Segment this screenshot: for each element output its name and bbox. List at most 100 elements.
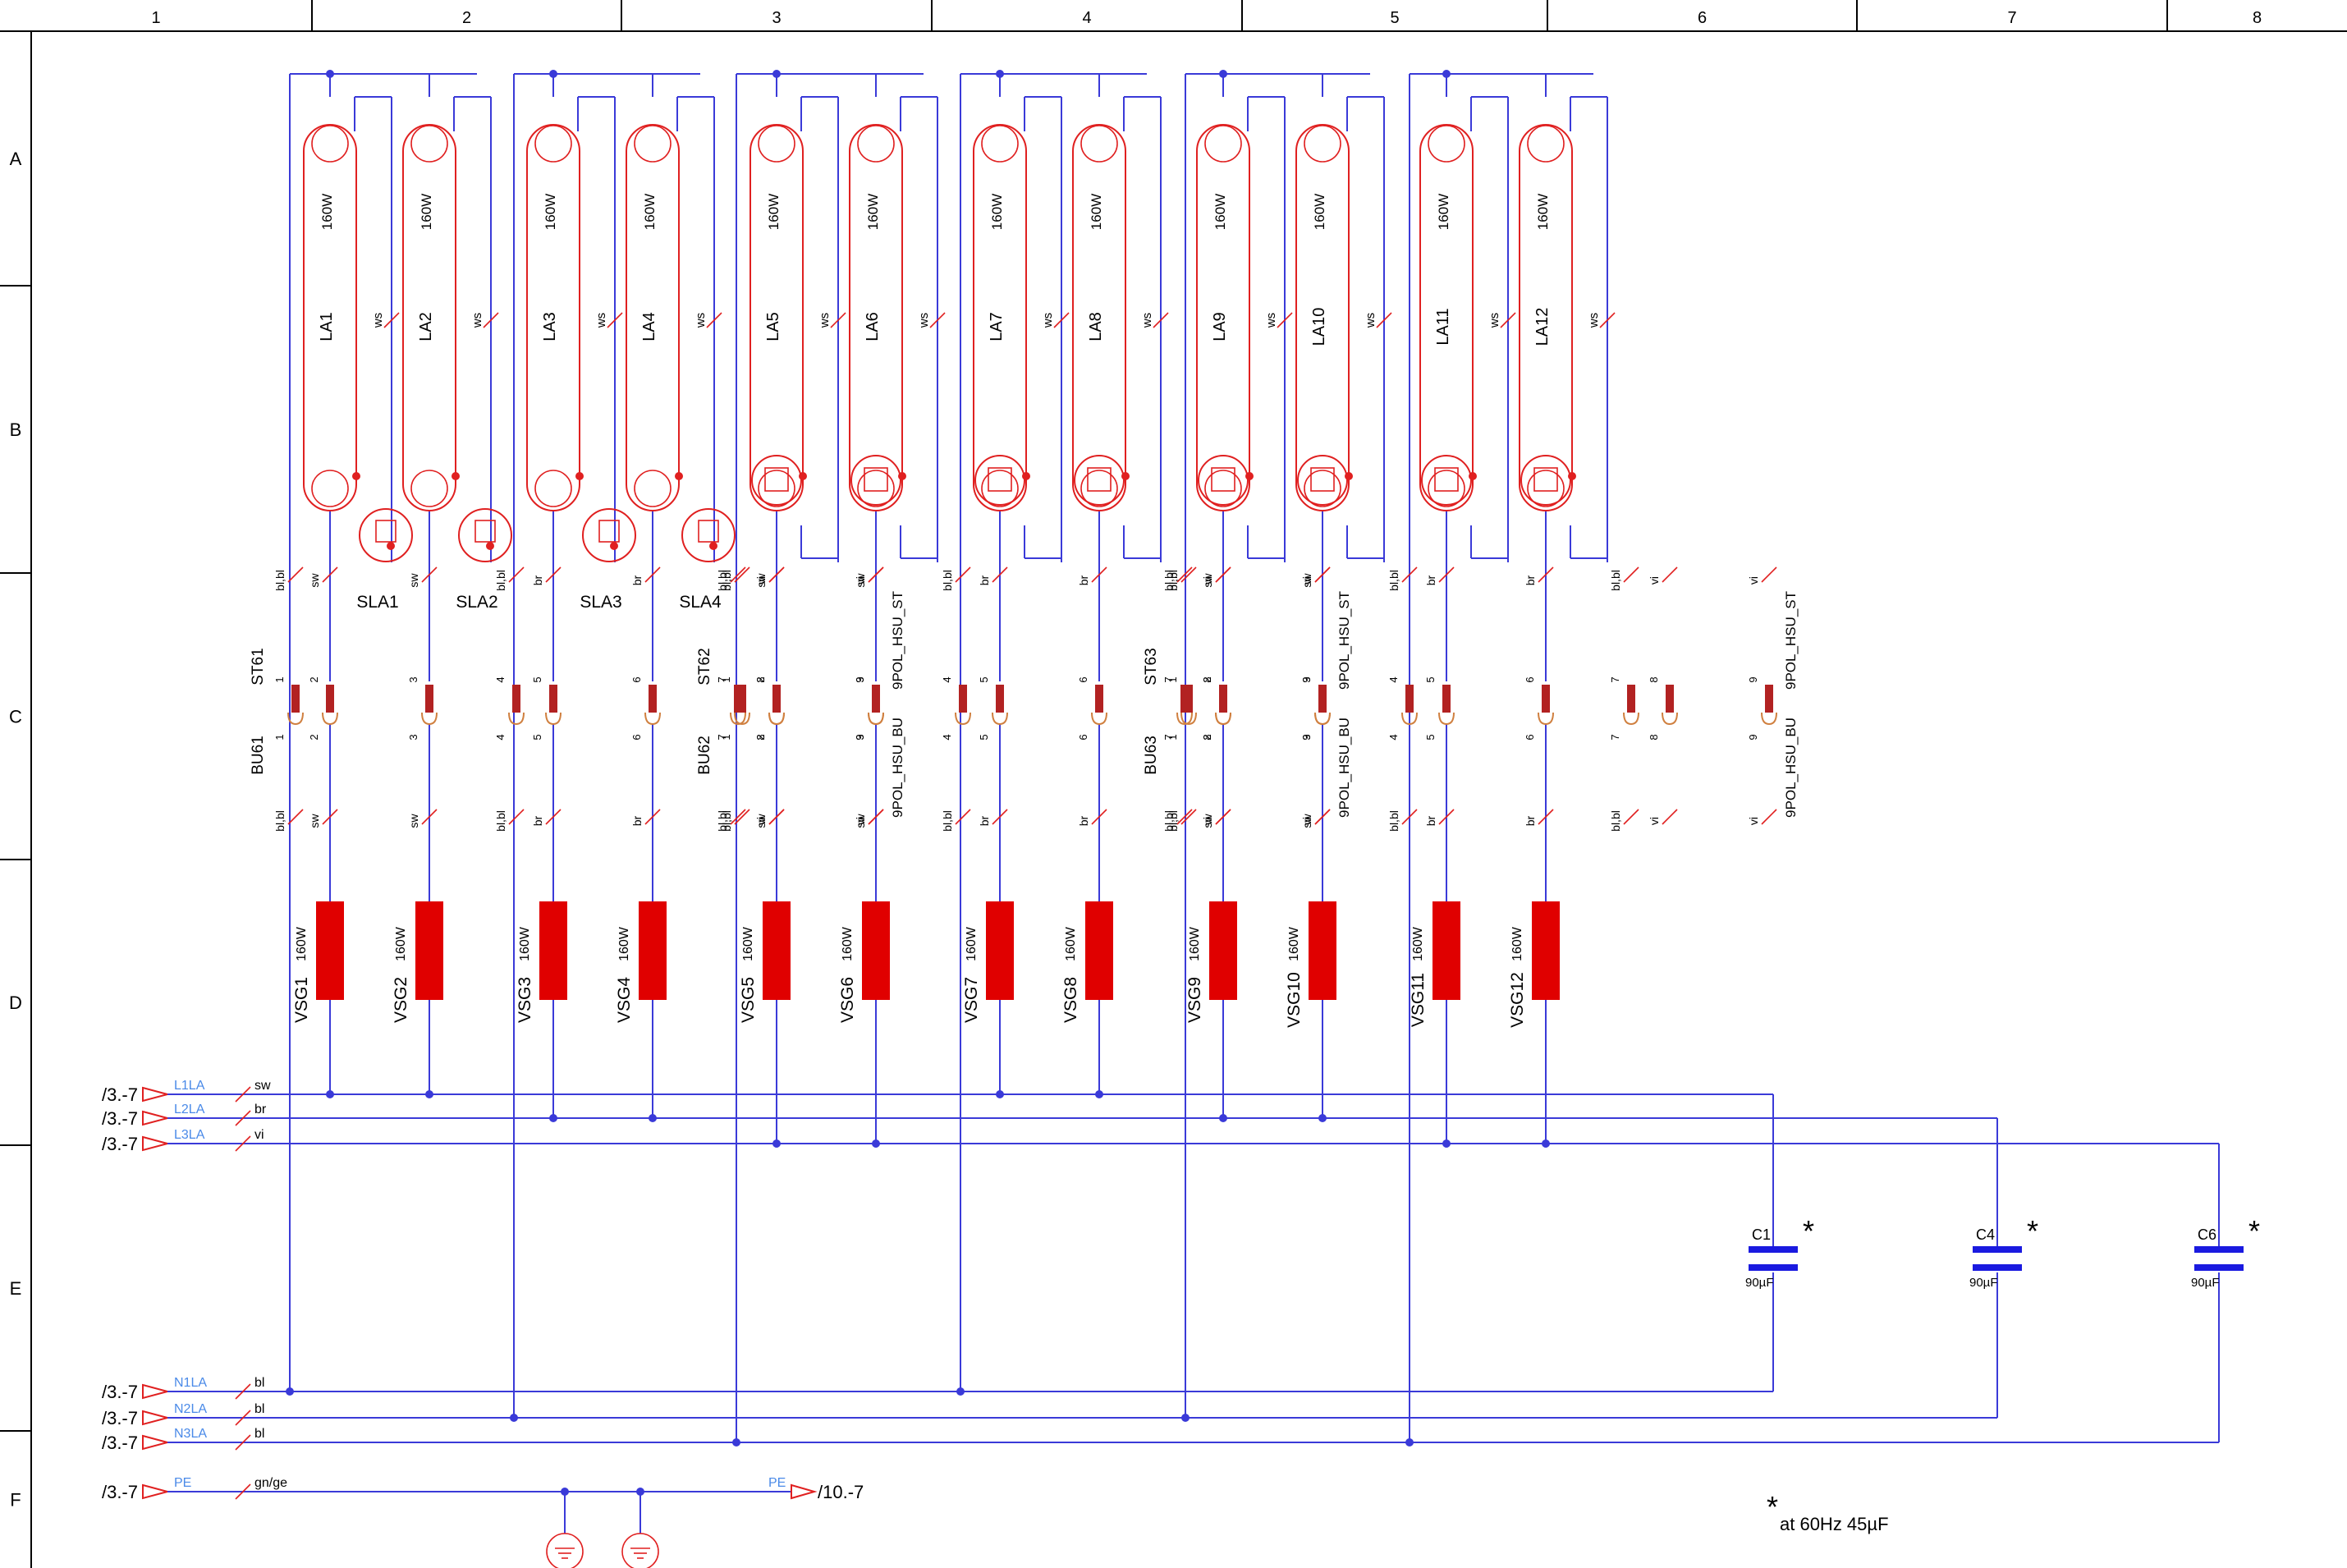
row-label: D — [9, 993, 22, 1013]
wire-marker — [929, 312, 946, 328]
supply-wire-color: br — [254, 1103, 267, 1116]
igniter-ring — [1198, 455, 1249, 506]
lamp-tube — [1295, 124, 1350, 511]
pe-signal-in: PE — [174, 1476, 191, 1490]
pin-wire-bottom: sw — [854, 814, 867, 828]
pin-number-bottom: 5 — [1424, 734, 1437, 740]
pin-wire-bottom: bl,bl — [716, 810, 729, 832]
lamp-power-label: 160W — [419, 194, 434, 230]
lamp-pin-dot — [352, 472, 360, 480]
footnote-text: at 60Hz 45µF — [1780, 1514, 1889, 1534]
pin-number-top: 2 — [308, 676, 320, 682]
ballast-body — [415, 901, 443, 1000]
lamp-electrode-top — [634, 125, 672, 163]
connector-group-3: ST63BU639POL_HSU_ST9POL_HSU_BU11bl,blbl,… — [1143, 566, 1799, 832]
pin-wire-bottom: bl,bl — [1162, 810, 1176, 832]
lamp-label: LA8 — [1087, 312, 1105, 342]
socket-pin — [1538, 712, 1554, 726]
starter-dot — [709, 542, 717, 550]
igniter-ring — [974, 455, 1025, 506]
supply-line-n3la: /3.-7 N3LA bl — [102, 1427, 2219, 1453]
pin-number-bottom: 8 — [754, 734, 767, 740]
column-label: 7 — [2007, 9, 2016, 27]
starter-switch — [474, 520, 496, 543]
capacitor-c1: C1 90µF * — [1745, 1214, 1814, 1290]
wire-marker — [235, 1086, 251, 1103]
ballast-body — [1309, 901, 1336, 1000]
wire-marker — [1053, 312, 1070, 328]
wire-marker — [235, 1135, 251, 1152]
ballast-label: VSG8 — [1061, 977, 1080, 1023]
lamp-12: 160W LA12 ws — [1519, 124, 1616, 511]
socket-pin — [768, 712, 785, 726]
igniter-ring — [1074, 455, 1125, 506]
ballast-12: 160W VSG12 — [1508, 901, 1560, 1028]
pin-number-bottom: 3 — [854, 734, 866, 740]
lamp-label: LA7 — [988, 312, 1006, 342]
capacitor-asterisk: * — [2248, 1214, 2260, 1248]
wire-marker — [1761, 566, 1777, 583]
connector-group-1: ST61BU619POL_HSU_ST9POL_HSU_BU11bl,blbl,… — [250, 566, 905, 832]
socket-pin — [955, 712, 971, 726]
pin-wire-top: vi — [854, 576, 867, 585]
ballast-body — [1432, 901, 1460, 1000]
lamp-6: 160W LA6 ws — [849, 124, 946, 511]
lamp-power-label: 160W — [1212, 194, 1228, 230]
row-label: F — [10, 1490, 21, 1511]
socket-pin — [1176, 712, 1193, 726]
pin-number-bottom: 6 — [630, 734, 643, 740]
supply-ref: /3.-7 — [102, 1433, 138, 1453]
pin-number-bottom: 1 — [720, 734, 732, 740]
starter-switch — [375, 520, 397, 543]
pin-number-top: 2 — [754, 676, 767, 682]
ballast-body — [1532, 901, 1560, 1000]
wire-marker — [1215, 809, 1231, 825]
pin-number-top: 6 — [630, 676, 643, 682]
supply-wire-color: bl — [254, 1376, 264, 1390]
lamp-electrode-top — [534, 125, 572, 163]
pin-number-top: 3 — [854, 676, 866, 682]
socket-label: BU62 — [696, 736, 713, 775]
lamp-label: LA5 — [764, 312, 782, 342]
ballast-power-label: 160W — [518, 926, 532, 961]
pin-wire-bottom: br — [1077, 815, 1090, 826]
socket-pin — [1401, 712, 1418, 726]
starter-dot — [486, 542, 494, 550]
earth-symbol — [621, 1533, 659, 1568]
wire-marker — [235, 1110, 251, 1126]
socket-pin — [287, 712, 304, 726]
pin-wire-top: vi — [754, 576, 768, 585]
lamp-tube — [402, 124, 456, 511]
socket-type-label: 9POL_HSU_BU — [1783, 718, 1799, 818]
lamp-electrode-top — [1304, 125, 1341, 163]
wire-marker — [508, 809, 525, 825]
socket-type-label: 9POL_HSU_BU — [890, 718, 905, 818]
starter-2: SLA2 — [456, 508, 512, 612]
lamp-1: 160W LA1 ws — [303, 124, 400, 511]
socket-pin — [992, 712, 1008, 726]
lamp-electrode-bottom — [1428, 470, 1465, 507]
lamp-wire-label: ws — [917, 313, 931, 328]
wire-marker — [508, 566, 525, 583]
lamp-wire-label: ws — [1140, 313, 1154, 328]
pin-number-top: 9 — [1747, 676, 1759, 682]
lamp-label: LA6 — [864, 312, 882, 342]
plug-pin — [1405, 685, 1414, 713]
wire-marker — [1538, 809, 1554, 825]
ballast-1: 160W VSG1 — [292, 901, 344, 1023]
pin-wire-bottom: br — [1424, 815, 1437, 826]
wire-marker — [1153, 312, 1169, 328]
ballast-body — [316, 901, 344, 1000]
plug-pin — [738, 685, 746, 713]
ballast-label: VSG1 — [292, 977, 311, 1023]
igniter-switch — [764, 467, 789, 492]
lamp-power-label: 160W — [1535, 194, 1551, 230]
plug-pin — [959, 685, 967, 713]
wire-marker — [1176, 809, 1193, 825]
pin-wire-bottom: br — [1524, 815, 1537, 826]
pin-number-top: 1 — [1167, 676, 1179, 682]
supply-wire-color: sw — [254, 1079, 271, 1093]
lamp-tube — [1519, 124, 1573, 511]
pe-signal-out: PE — [768, 1476, 786, 1490]
